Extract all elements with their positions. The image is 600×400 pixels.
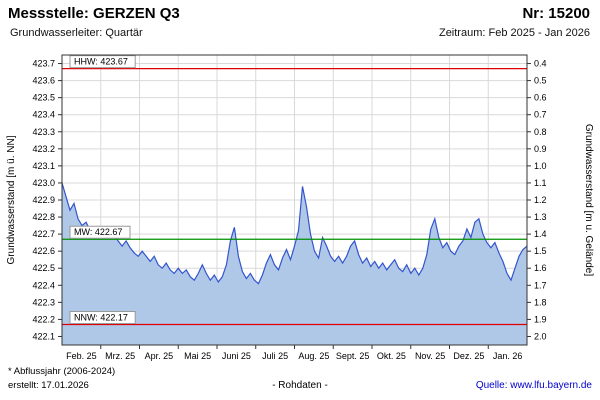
y-tick-label-right: 1.9 [534,314,547,324]
x-tick-label: Dez. 25 [453,351,484,361]
y-tick-label-right: 1.2 [534,195,547,205]
y-tick-label-left: 423.4 [32,110,55,120]
x-tick-label: Okt. 25 [377,351,406,361]
x-tick-label: Feb. 25 [66,351,97,361]
y-tick-label-left: 422.5 [32,263,55,273]
x-tick-label: Juli 25 [262,351,288,361]
y-tick-label-right: 0.7 [534,110,547,120]
y-tick-label-left: 422.6 [32,246,55,256]
y-tick-label-left: 422.8 [32,212,55,222]
plot-frame [61,54,528,346]
groundwater-line [61,182,528,285]
x-tick-label: Apr. 25 [145,351,174,361]
reference-label-box-hhw [69,55,136,69]
reference-label-nnw: NNW: 422.17 [74,313,128,323]
source-prefix: Quelle: [475,380,508,391]
y-tick-label-right: 0.5 [534,76,547,86]
y-axis-title-right: Grundwasserstand [m u. Gelände] [583,124,594,277]
footnote-abflussjahr: * Abflussjahr (2006-2024) [8,366,116,377]
y-tick-label-left: 422.4 [32,280,55,290]
y-tick-label-right: 1.4 [534,229,547,239]
y-tick-label-left: 423.5 [32,93,55,103]
y-tick-label-right: 1.7 [534,280,547,290]
y-tick-label-left: 423.6 [32,76,55,86]
x-tick-label: Jan. 26 [493,351,523,361]
x-tick-label: Mai 25 [184,351,211,361]
reference-label-box-nnw [69,311,136,325]
x-tick-label: Nov. 25 [415,351,445,361]
y-tick-label-right: 0.6 [534,93,547,103]
y-tick-label-right: 1.5 [534,246,547,256]
y-tick-label-right: 2.0 [534,331,547,341]
source-line: Quelle: www.lfu.bayern.de [476,380,592,391]
y-tick-label-right: 0.4 [534,59,547,69]
y-axis-title-left: Grundwasserstand [m ü. NN] [6,135,17,264]
y-tick-label-right: 1.0 [534,161,547,171]
reference-label-mw: MW: 422.67 [74,227,122,237]
y-tick-label-left: 423.0 [32,178,55,188]
x-tick-label: Aug. 25 [298,351,329,361]
y-tick-label-right: 1.6 [534,263,547,273]
created-date-label: erstellt: 17.01.2026 [8,380,89,391]
y-tick-label-left: 422.7 [32,229,55,239]
station-number: Nr: 15200 [522,5,590,22]
y-tick-label-right: 1.1 [534,178,547,188]
y-tick-label-left: 422.1 [32,331,55,341]
reference-label-box-mw [69,225,131,239]
y-tick-label-left: 423.2 [32,144,55,154]
y-tick-label-left: 423.7 [32,59,55,69]
y-tick-label-right: 1.8 [534,297,547,307]
x-tick-label: Mrz. 25 [105,351,135,361]
y-tick-label-left: 422.3 [32,297,55,307]
period-label: Zeitraum: Feb 2025 - Jan 2026 [438,27,590,39]
y-tick-label-right: 0.8 [534,127,547,137]
y-tick-label-left: 422.2 [32,314,55,324]
y-tick-label-left: 423.3 [32,127,55,137]
source-link[interactable]: www.lfu.bayern.de [510,380,592,391]
aquifer-label: Grundwasserleiter: Quartär [10,27,143,39]
y-tick-label-left: 423.1 [32,161,55,171]
page-title: Messstelle: GERZEN Q3 [8,5,180,22]
groundwater-level-chart: 423.7 0.4 423.6 0.5 423.5 0.6 423.4 0.7 423.3 0.8… [6,54,594,361]
groundwater-area [62,182,527,345]
y-tick-label-left: 422.9 [32,195,55,205]
reference-label-hhw: HHW: 423.67 [74,57,128,67]
y-tick-label-right: 0.9 [534,144,547,154]
y-tick-label-right: 1.3 [534,212,547,222]
rohdaten-label: - Rohdaten - [272,380,328,391]
x-tick-label: Sept. 25 [336,351,370,361]
x-tick-label: Juni 25 [222,351,251,361]
